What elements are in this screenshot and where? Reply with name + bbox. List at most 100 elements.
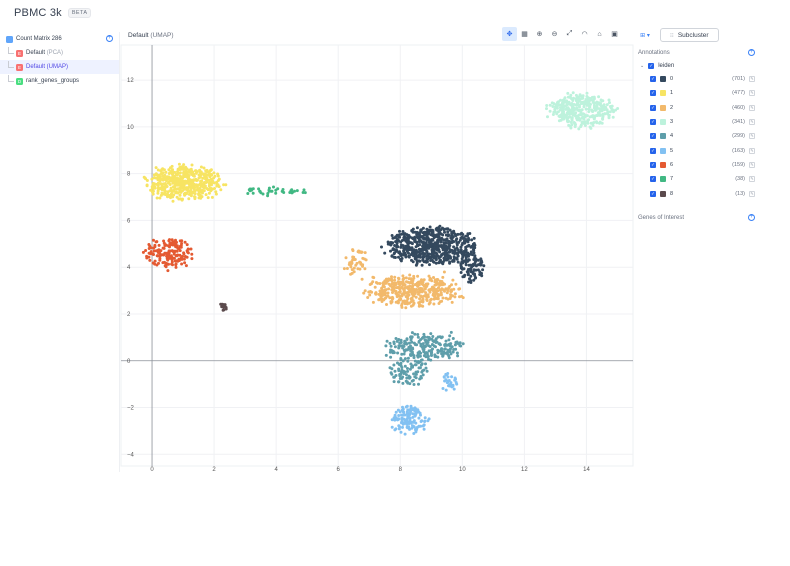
data-point <box>464 256 468 259</box>
subcluster-button[interactable]: ⁝⁝ Subcluster <box>660 28 719 42</box>
data-point <box>358 267 362 271</box>
cluster-row[interactable]: ✓ 0 (701) ✎ <box>634 72 758 86</box>
checkbox-icon[interactable]: ✓ <box>648 63 655 69</box>
data-point <box>442 248 446 252</box>
cluster-label: 6 <box>670 161 674 168</box>
data-point <box>412 432 416 435</box>
data-point <box>443 257 447 261</box>
camera-icon[interactable]: ▣ <box>611 31 618 38</box>
chevron-down-icon[interactable]: ⌄ <box>640 63 645 69</box>
edit-icon[interactable]: ✎ <box>749 133 755 140</box>
data-point <box>154 176 158 180</box>
data-point <box>411 299 415 303</box>
data-point <box>421 342 425 346</box>
zoom-in-icon[interactable]: ⊕ <box>536 31 543 38</box>
tree-item-umap[interactable]: E Default (UMAP) <box>0 60 119 74</box>
edit-icon[interactable]: ✎ <box>749 176 755 183</box>
tree-item-rank-genes[interactable]: D rank_genes_groups <box>0 74 119 88</box>
data-point <box>216 179 220 182</box>
cluster-row[interactable]: ✓ 8 (13) ✎ <box>634 186 758 200</box>
data-point <box>397 255 400 259</box>
color-swatch[interactable] <box>660 104 666 111</box>
data-point <box>224 306 228 309</box>
data-point <box>149 246 153 250</box>
checkbox-icon[interactable]: ✓ <box>650 161 656 168</box>
data-point <box>266 192 270 195</box>
cluster-count: (13) <box>735 190 745 197</box>
data-point <box>410 236 414 240</box>
data-point <box>190 252 194 256</box>
cluster-row[interactable]: ✓ 5 (163) ✎ <box>634 143 758 157</box>
color-swatch[interactable] <box>660 119 666 126</box>
box-select-icon[interactable]: ▦ <box>521 31 528 38</box>
data-point <box>407 277 411 281</box>
add-annotation-icon[interactable]: + <box>748 49 755 56</box>
zoom-out-icon[interactable]: ⊖ <box>551 31 558 38</box>
checkbox-icon[interactable]: ✓ <box>650 90 656 97</box>
checkbox-icon[interactable]: ✓ <box>650 76 656 83</box>
pan-icon[interactable]: ✥ <box>502 27 517 41</box>
data-point <box>393 418 397 422</box>
checkbox-icon[interactable]: ✓ <box>650 119 656 126</box>
data-point <box>607 116 611 120</box>
tree-root-count-matrix[interactable]: Count Matrix 286 + <box>0 32 119 46</box>
color-swatch[interactable] <box>660 147 666 154</box>
edit-icon[interactable]: ✎ <box>749 104 755 111</box>
cluster-row[interactable]: ✓ 7 (38) ✎ <box>634 172 758 186</box>
add-gene-icon[interactable]: + <box>748 213 755 221</box>
data-point <box>257 187 261 191</box>
cluster-row[interactable]: ✓ 1 (477) ✎ <box>634 86 758 100</box>
add-dropdown-icon[interactable]: ⊞ ▾ <box>640 32 650 39</box>
annotation-group-leiden[interactable]: ⌄ ✓ leiden <box>634 60 758 72</box>
color-swatch[interactable] <box>660 133 666 140</box>
cluster-row[interactable]: ✓ 4 (299) ✎ <box>634 129 758 143</box>
autoscale-icon[interactable]: ⤢ <box>566 30 573 37</box>
edit-icon[interactable]: ✎ <box>749 161 755 168</box>
plot-toolbar: ✥ ▦ ⊕ ⊖ ⤢ ◠ ⌂ ▣ <box>502 27 622 41</box>
data-point <box>404 341 408 345</box>
data-point <box>464 237 468 241</box>
sidebar: Count Matrix 286 + E Default (PCA) E Def… <box>0 32 120 472</box>
data-point <box>143 176 147 180</box>
data-point <box>466 240 470 244</box>
checkbox-icon[interactable]: ✓ <box>650 104 656 111</box>
subcluster-icon: ⁝⁝ <box>670 32 674 39</box>
tree-item-pca[interactable]: E Default (PCA) <box>0 46 119 60</box>
edit-icon[interactable]: ✎ <box>749 76 755 83</box>
data-point <box>150 185 154 189</box>
checkbox-icon[interactable]: ✓ <box>650 176 656 183</box>
data-point <box>455 241 459 245</box>
color-swatch[interactable] <box>660 190 666 197</box>
color-swatch[interactable] <box>660 76 666 83</box>
checkbox-icon[interactable]: ✓ <box>650 147 656 154</box>
data-point <box>593 101 597 105</box>
edit-icon[interactable]: ✎ <box>749 90 755 97</box>
data-point <box>383 279 387 283</box>
data-point <box>178 239 182 243</box>
edit-icon[interactable]: ✎ <box>749 147 755 154</box>
data-point <box>183 255 187 258</box>
color-swatch[interactable] <box>660 161 666 168</box>
checkbox-icon[interactable]: ✓ <box>650 190 656 197</box>
data-point <box>428 276 432 280</box>
cluster-row[interactable]: ✓ 2 (460) ✎ <box>634 101 758 115</box>
data-point <box>445 245 449 249</box>
edit-icon[interactable]: ✎ <box>749 119 755 126</box>
reset-icon[interactable]: ⌂ <box>597 30 602 38</box>
tree-connector <box>8 61 14 68</box>
data-point <box>415 343 419 347</box>
data-point <box>561 117 564 121</box>
cluster-row[interactable]: ✓ 3 (341) ✎ <box>634 115 758 129</box>
color-swatch[interactable] <box>660 176 666 183</box>
color-swatch[interactable] <box>660 90 666 97</box>
data-point <box>449 330 453 334</box>
lasso-icon[interactable]: ◠ <box>581 31 588 38</box>
add-icon[interactable]: + <box>106 35 113 42</box>
edit-icon[interactable]: ✎ <box>749 190 755 197</box>
data-point <box>440 253 444 257</box>
checkbox-icon[interactable]: ✓ <box>650 133 656 140</box>
cluster-row[interactable]: ✓ 6 (159) ✎ <box>634 158 758 172</box>
data-point <box>460 261 463 265</box>
data-point <box>179 190 183 194</box>
